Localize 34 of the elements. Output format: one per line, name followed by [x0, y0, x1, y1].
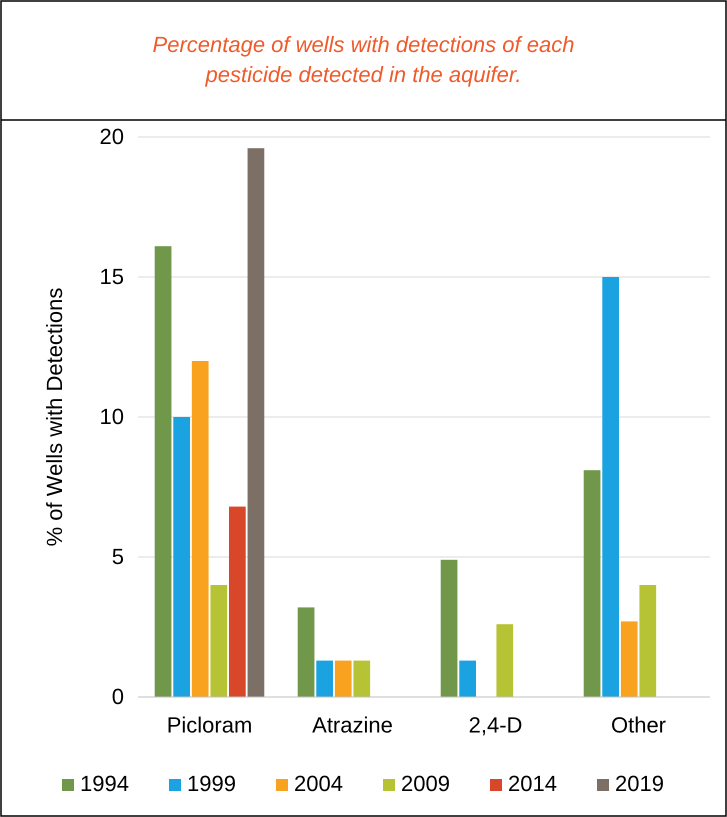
legend-label: 1994	[80, 771, 129, 796]
legend-label: 2019	[615, 771, 664, 796]
legend-label: 1999	[187, 771, 236, 796]
bar	[496, 624, 514, 697]
bar	[298, 607, 314, 697]
bar	[248, 148, 264, 697]
bar	[459, 660, 476, 697]
x-tick-label: Picloram	[166, 712, 252, 738]
bar	[210, 585, 228, 697]
bar	[154, 246, 172, 697]
y-axis-title: % of Wells with Detections	[42, 288, 67, 546]
legend-label: 2004	[294, 771, 343, 796]
x-tick-label: Other	[610, 712, 666, 738]
x-tick-label: 2,4-D	[468, 712, 522, 738]
y-tick-label: 15	[100, 264, 124, 290]
bar	[229, 506, 246, 697]
bar	[639, 585, 656, 697]
bar	[173, 417, 190, 697]
x-tick-label: Atrazine	[312, 712, 393, 738]
y-tick-label: 5	[112, 544, 124, 570]
bar	[192, 361, 209, 697]
bar	[602, 277, 619, 697]
chart-title: Percentage of wells with detections of each pesticide detected in the aquifer.	[152, 32, 574, 87]
legend-label: 2009	[401, 771, 450, 796]
bar	[620, 621, 638, 697]
bar	[353, 660, 370, 697]
y-tick-label: 10	[100, 404, 124, 430]
bar	[316, 660, 333, 697]
legend-label: 2014	[508, 771, 557, 796]
bar	[440, 560, 458, 697]
y-tick-label: 20	[100, 124, 124, 150]
y-tick-label: 0	[112, 684, 124, 710]
bar	[334, 660, 352, 697]
bar	[584, 470, 600, 697]
